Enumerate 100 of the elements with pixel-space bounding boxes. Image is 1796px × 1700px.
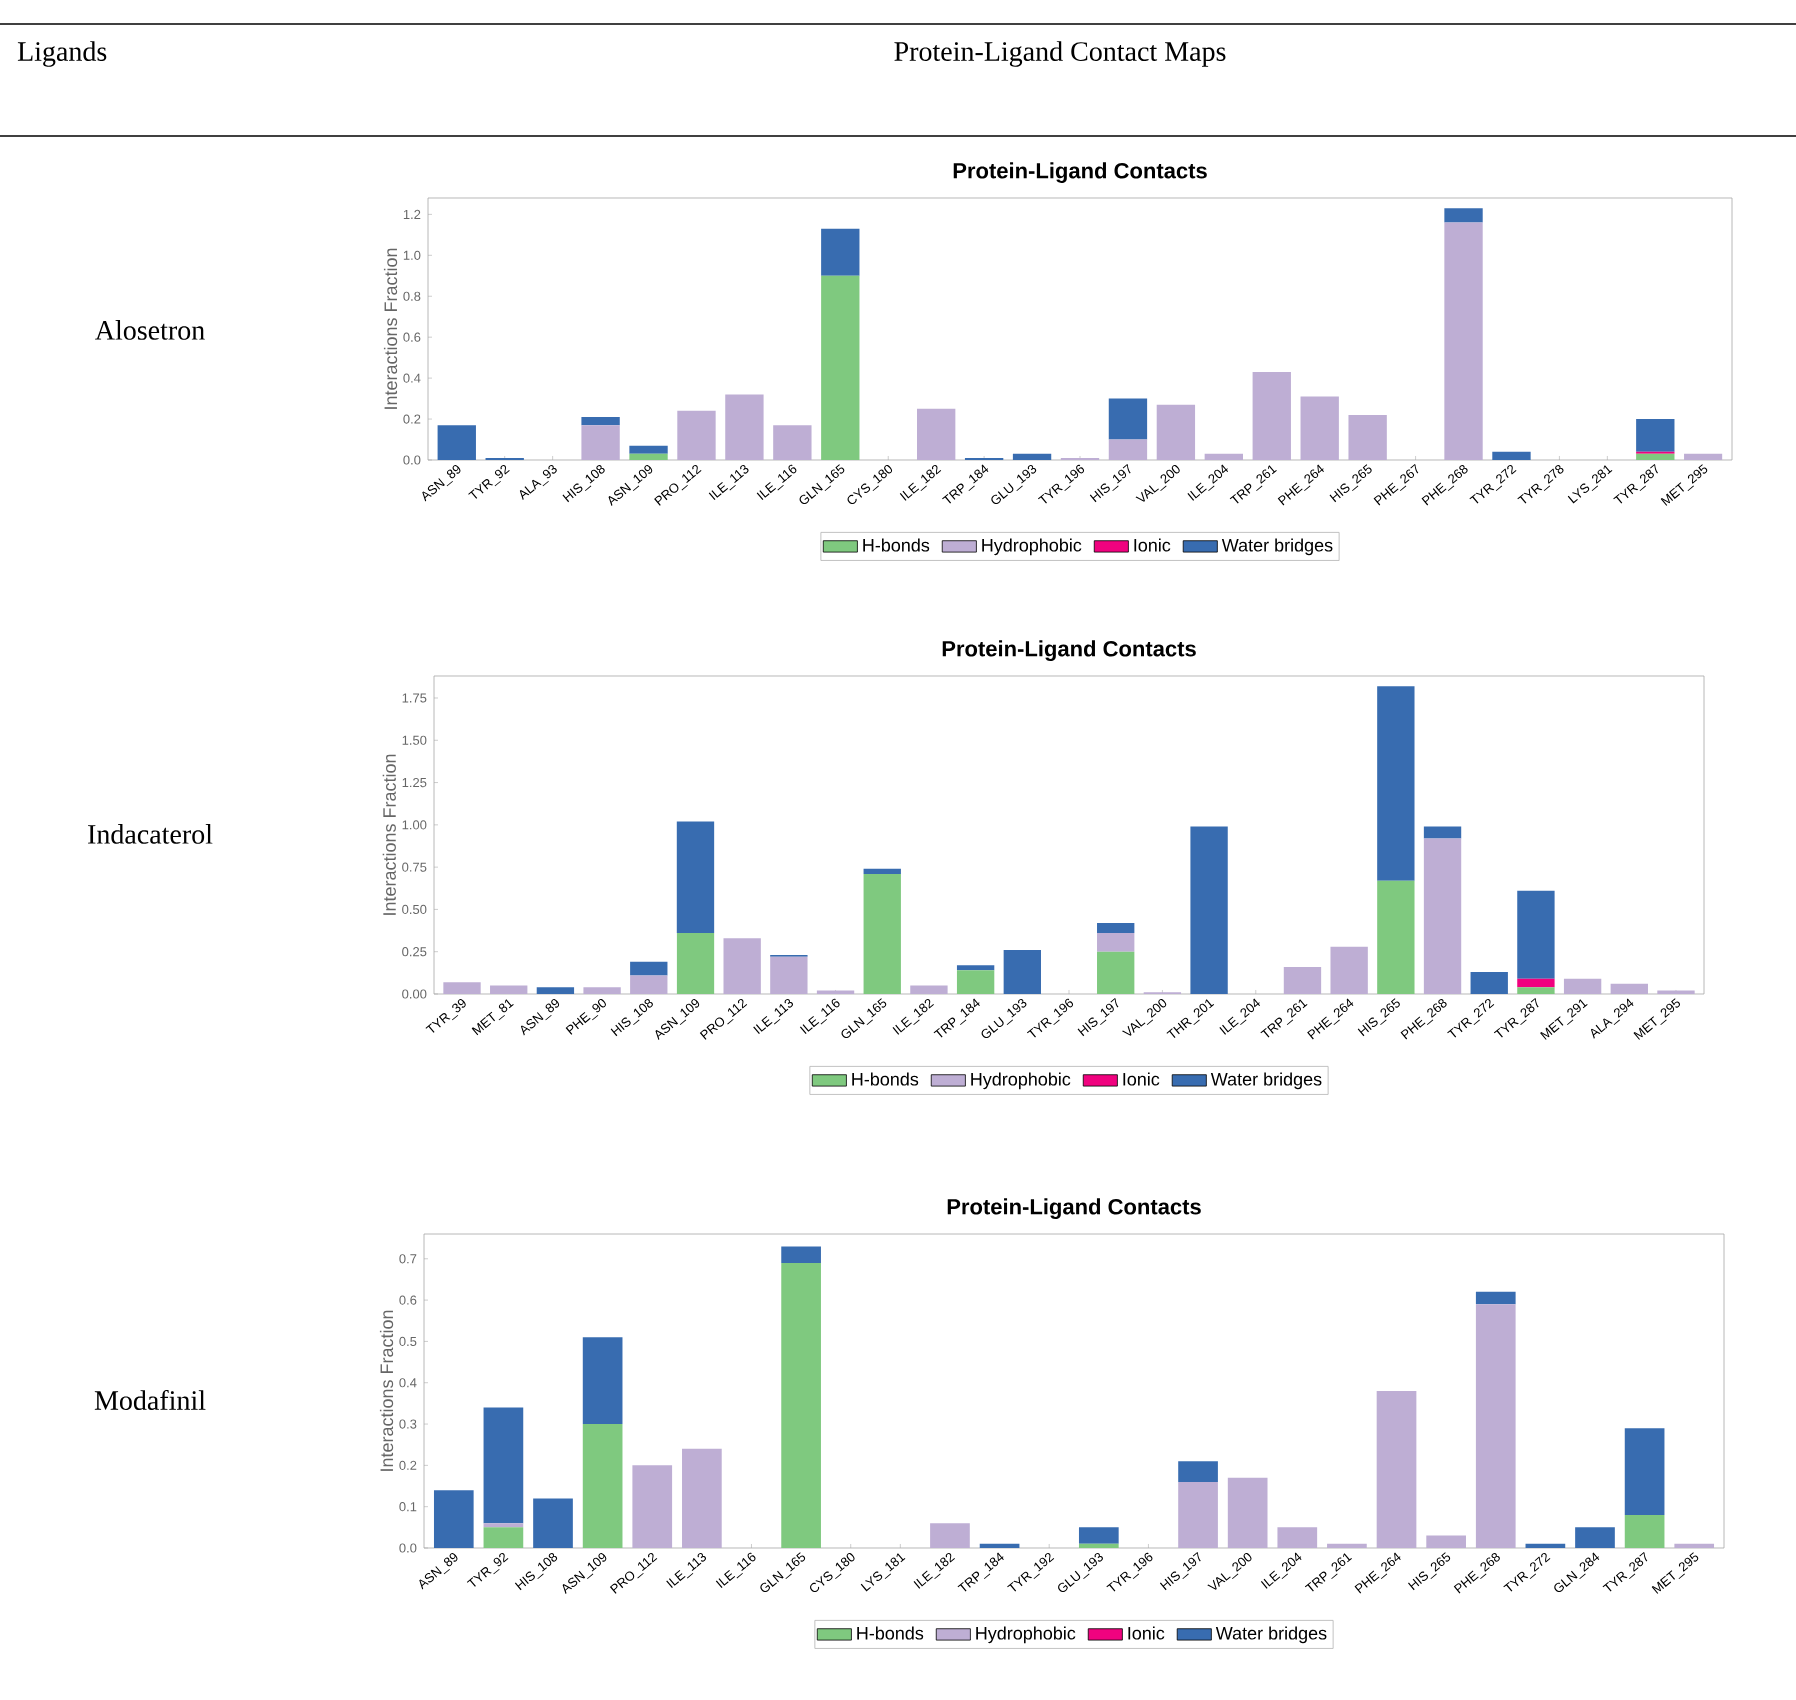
bar xyxy=(676,933,715,994)
bar xyxy=(1423,826,1462,839)
bar xyxy=(1624,1514,1665,1548)
bar xyxy=(1178,1461,1218,1482)
bar xyxy=(1444,208,1483,223)
bar xyxy=(1156,404,1196,460)
text: Modafinil xyxy=(94,1389,206,1410)
bar xyxy=(676,821,715,934)
legend-label: H-bonds xyxy=(863,538,930,552)
text: Indacaterol xyxy=(88,824,213,844)
bar xyxy=(1426,1535,1466,1548)
y-axis-title: Interactions Fraction xyxy=(379,1310,394,1471)
bar xyxy=(1097,951,1135,994)
bar xyxy=(1097,922,1135,934)
bar xyxy=(1423,838,1462,994)
bar xyxy=(1097,933,1135,952)
bar xyxy=(723,938,761,994)
bar xyxy=(863,868,901,874)
bar xyxy=(1563,978,1602,994)
bar xyxy=(1252,371,1291,460)
legend-label: Hydrophobic xyxy=(982,538,1082,556)
legend-label: Ionic xyxy=(1134,538,1171,552)
legend-label: Water bridges xyxy=(1210,1072,1322,1090)
bar xyxy=(1003,950,1041,994)
bar xyxy=(1684,453,1723,460)
legend-label: Water bridges xyxy=(1221,538,1333,556)
bar xyxy=(1517,987,1555,994)
bar xyxy=(1517,890,1555,979)
bar xyxy=(1108,398,1148,440)
legend-label: Ionic xyxy=(1128,1626,1165,1640)
legend-label: Hydrophobic xyxy=(971,1072,1071,1090)
bar xyxy=(582,1337,623,1425)
bar xyxy=(1492,451,1531,460)
bar xyxy=(1108,439,1148,460)
bar xyxy=(1178,1481,1218,1548)
bar xyxy=(1204,453,1243,460)
bar xyxy=(917,408,956,460)
bar xyxy=(490,985,528,994)
bar xyxy=(629,453,668,460)
legend-label: Water bridges xyxy=(1215,1626,1327,1644)
bar xyxy=(910,985,948,994)
text: Protein-Ligand Contact Maps xyxy=(894,41,1226,67)
bar xyxy=(1300,396,1339,460)
legend-label: H-bonds xyxy=(852,1072,919,1086)
bar xyxy=(725,394,764,460)
bar xyxy=(583,987,621,994)
bar xyxy=(821,275,860,460)
bar xyxy=(1227,1477,1268,1548)
bar xyxy=(1283,966,1322,994)
y-axis-title: Interactions Fraction xyxy=(383,248,398,409)
chart-title: Protein-Ligand Contacts xyxy=(953,162,1207,183)
bar xyxy=(632,1465,673,1548)
bar xyxy=(682,1448,722,1548)
bar xyxy=(1190,826,1228,994)
bar xyxy=(1475,1291,1516,1305)
bar xyxy=(582,1424,623,1548)
bar xyxy=(1624,1428,1665,1515)
bar xyxy=(1376,1391,1417,1548)
bar xyxy=(956,970,995,994)
bar xyxy=(1470,972,1508,994)
bar xyxy=(1012,453,1052,460)
bar xyxy=(630,975,668,994)
text: Alosetron xyxy=(95,320,205,340)
bar xyxy=(437,425,476,460)
chart-title: Protein-Ligand Contacts xyxy=(942,640,1196,661)
legend-label: Hydrophobic xyxy=(976,1626,1076,1644)
bar xyxy=(443,982,481,994)
bar xyxy=(581,417,620,426)
bar xyxy=(781,1262,821,1548)
bar xyxy=(1330,946,1368,994)
bar xyxy=(483,1407,524,1524)
bar xyxy=(1575,1527,1615,1548)
bar xyxy=(773,425,812,460)
legend-label: H-bonds xyxy=(857,1626,924,1640)
y-axis-title: Interactions Fraction xyxy=(382,754,396,915)
bar xyxy=(1377,880,1415,994)
bar xyxy=(1377,686,1415,881)
bar xyxy=(1348,414,1387,460)
bar xyxy=(677,410,716,460)
bar xyxy=(1475,1304,1516,1548)
bar xyxy=(956,965,995,971)
bar xyxy=(1636,419,1675,452)
bar xyxy=(770,956,808,994)
bar xyxy=(781,1246,821,1263)
bar xyxy=(536,987,575,994)
bar xyxy=(433,1490,474,1548)
bar xyxy=(1277,1527,1318,1548)
bar xyxy=(863,873,901,994)
legend-label: Ionic xyxy=(1123,1072,1160,1086)
chart-title: Protein-Ligand Contacts xyxy=(947,1198,1201,1219)
text: Ligands xyxy=(17,41,107,67)
bar xyxy=(1610,983,1648,994)
bar xyxy=(581,425,620,460)
bar xyxy=(1517,978,1555,988)
bar xyxy=(533,1498,573,1548)
bar xyxy=(821,228,860,276)
bar xyxy=(483,1527,524,1548)
bar xyxy=(930,1523,970,1548)
bar xyxy=(1444,222,1483,460)
bar xyxy=(630,961,668,976)
